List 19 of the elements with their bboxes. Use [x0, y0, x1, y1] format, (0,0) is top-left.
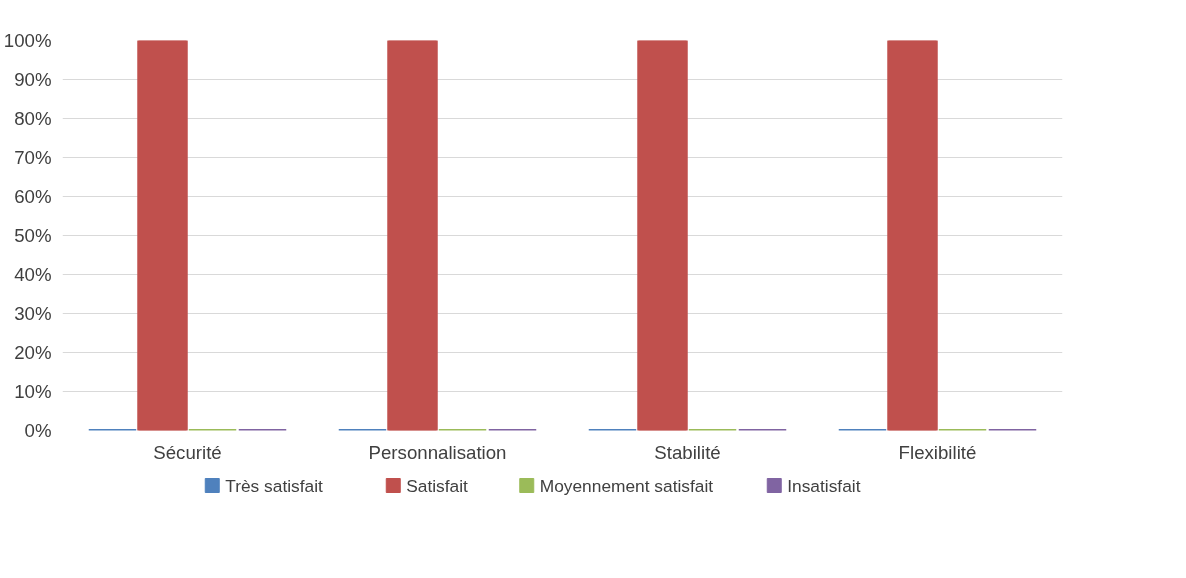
- y-tick-label: 60%: [14, 186, 52, 207]
- y-tick-label: 90%: [14, 69, 52, 90]
- legend-label: Très satisfait: [225, 475, 324, 496]
- x-tick-label: Flexibilité: [898, 441, 977, 463]
- y-tick-label: 70%: [14, 147, 52, 168]
- y-tick-label: 80%: [14, 108, 52, 129]
- y-tick-label: 0%: [24, 420, 52, 441]
- y-tick-label: 50%: [14, 225, 52, 246]
- y-tick-label: 20%: [14, 342, 52, 363]
- x-tick-label: Sécurité: [153, 441, 222, 463]
- y-tick-label: 100%: [3, 30, 52, 51]
- legend-label: Satisfait: [406, 475, 469, 496]
- x-tick-label: Personnalisation: [368, 441, 507, 463]
- x-tick-label: Stabilité: [654, 441, 721, 463]
- legend-label: Insatisfait: [787, 475, 861, 496]
- y-tick-label: 10%: [14, 381, 52, 402]
- y-tick-label: 30%: [14, 303, 52, 324]
- legend-label: Moyennement satisfait: [539, 475, 714, 496]
- y-tick-label: 40%: [14, 264, 52, 285]
